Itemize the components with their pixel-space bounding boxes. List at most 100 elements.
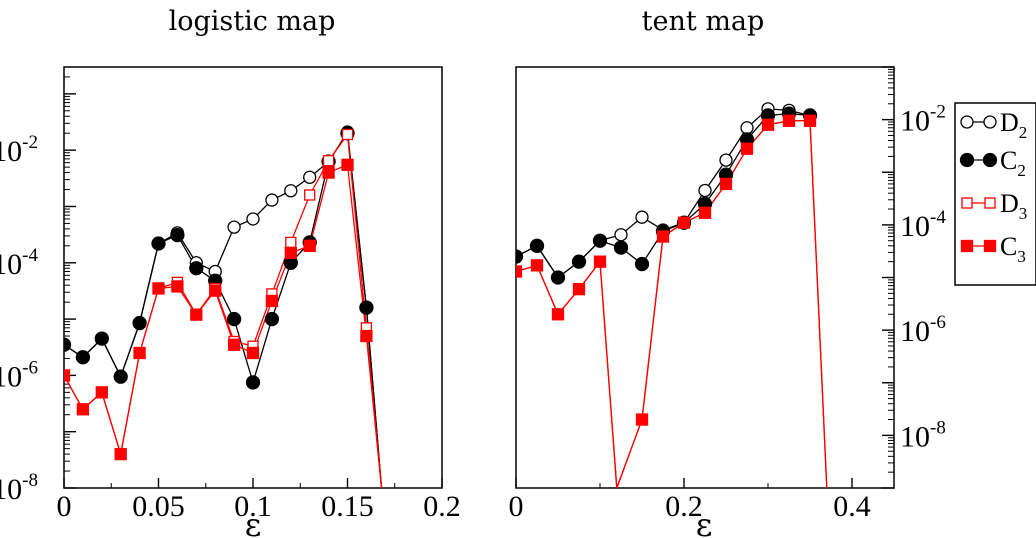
marker-C3 xyxy=(551,308,565,321)
x-tick-label: 0.1 xyxy=(234,490,272,523)
series-line-C2 xyxy=(516,112,811,279)
x-tick-label: 0.15 xyxy=(321,490,374,523)
marker-C3 xyxy=(782,114,796,127)
marker-C2 xyxy=(634,256,650,272)
legend-box xyxy=(954,102,1036,286)
marker-C2 xyxy=(592,233,608,248)
marker-D2 xyxy=(284,184,298,198)
x-tick-label: 0.2 xyxy=(665,490,703,523)
y-tick-label: 10-4 xyxy=(0,245,38,281)
plot-frame xyxy=(63,66,443,489)
plot-tent: 10-8 10-6 10-4 10-2 0 0.2 0.4 xyxy=(509,66,946,523)
marker-C2 xyxy=(264,311,280,327)
marker-C2 xyxy=(151,236,166,251)
marker-C3 xyxy=(265,294,279,308)
marker-C3 xyxy=(341,158,354,171)
marker-C2 xyxy=(359,300,374,315)
marker-D3 xyxy=(304,189,316,201)
series-line-D2 xyxy=(516,108,811,279)
marker-D2 xyxy=(635,210,649,224)
marker-D2 xyxy=(265,193,279,207)
series-line-D3 xyxy=(516,120,828,488)
x-axis-label-logistic: ε xyxy=(245,506,262,538)
legend-marker xyxy=(961,197,973,209)
marker-C3 xyxy=(114,447,127,461)
legend-marker xyxy=(959,152,975,168)
marker-C3 xyxy=(227,338,241,351)
legend-marker xyxy=(983,239,997,253)
x-tick-label: 0.2 xyxy=(423,490,461,523)
legend-marker xyxy=(982,152,998,168)
marker-C3 xyxy=(360,329,373,343)
marker-C2 xyxy=(516,249,524,264)
marker-C3 xyxy=(593,255,607,268)
marker-C2 xyxy=(571,254,587,269)
plot-frame xyxy=(515,66,895,489)
x-tick-label: 0 xyxy=(57,490,72,523)
marker-C3 xyxy=(190,308,203,321)
marker-C3 xyxy=(719,177,733,191)
marker-C2 xyxy=(94,331,109,346)
marker-D2 xyxy=(227,220,241,234)
marker-D2 xyxy=(740,121,754,135)
y-tick-label: 10-8 xyxy=(0,470,38,506)
series-line-C3 xyxy=(64,163,383,488)
marker-C2 xyxy=(245,375,261,390)
marker-D3 xyxy=(322,155,335,167)
marker-C2 xyxy=(75,350,91,365)
marker-C3 xyxy=(284,246,297,260)
y-tick-label: 10-4 xyxy=(900,207,946,243)
y-tick-label: 10-2 xyxy=(0,132,38,168)
x-tick-label: 0.4 xyxy=(833,490,871,523)
marker-C3 xyxy=(303,239,316,252)
marker-D3 xyxy=(341,128,354,141)
legend-marker xyxy=(984,197,996,209)
marker-D2 xyxy=(246,212,260,226)
marker-C3 xyxy=(209,284,222,297)
marker-C3 xyxy=(76,403,90,416)
marker-D2 xyxy=(719,153,733,167)
marker-C3 xyxy=(740,142,754,155)
marker-C3 xyxy=(171,280,184,293)
marker-C2 xyxy=(132,315,147,331)
plot-logistic: 10-8 10-6 10-4 10-2 0 0.05 0.1 0.15 0.2 xyxy=(0,66,461,523)
marker-C3 xyxy=(635,413,649,426)
marker-C3 xyxy=(656,230,670,243)
chart-title-tent: tent map xyxy=(642,6,765,37)
x-tick-label: 0.05 xyxy=(132,490,185,523)
marker-D2 xyxy=(614,228,628,242)
marker-C3 xyxy=(761,118,775,131)
marker-C3 xyxy=(64,369,71,382)
legend: D2 C2 D3 C3 xyxy=(954,102,1036,286)
series-line-C3 xyxy=(516,120,828,488)
y-tick-label: 10-6 xyxy=(900,312,946,348)
marker-D2 xyxy=(698,183,712,198)
x-tick-label: 0 xyxy=(509,490,524,523)
chart-title-logistic: logistic map xyxy=(169,6,336,37)
marker-C3 xyxy=(530,259,544,272)
marker-C2 xyxy=(226,311,242,327)
legend-label: D2 xyxy=(1000,108,1027,142)
marker-D3 xyxy=(285,236,297,249)
marker-C2 xyxy=(64,337,72,352)
marker-C3 xyxy=(322,166,335,179)
marker-C2 xyxy=(113,369,128,384)
legend-label: C2 xyxy=(1000,146,1026,180)
legend-marker xyxy=(983,115,997,129)
marker-C3 xyxy=(677,216,691,229)
marker-C3 xyxy=(572,283,586,296)
marker-C3 xyxy=(95,386,108,399)
marker-C3 xyxy=(516,265,523,278)
legend-marker xyxy=(960,239,974,253)
marker-D2 xyxy=(303,170,317,184)
legend-label: D3 xyxy=(1000,189,1027,223)
marker-C3 xyxy=(698,206,712,219)
marker-C3 xyxy=(803,114,817,127)
marker-C3 xyxy=(133,346,146,360)
marker-C3 xyxy=(246,346,260,360)
y-tick-label: 10-8 xyxy=(900,417,946,453)
marker-C2 xyxy=(170,227,185,243)
marker-C3 xyxy=(152,282,165,295)
marker-C2 xyxy=(529,238,545,253)
